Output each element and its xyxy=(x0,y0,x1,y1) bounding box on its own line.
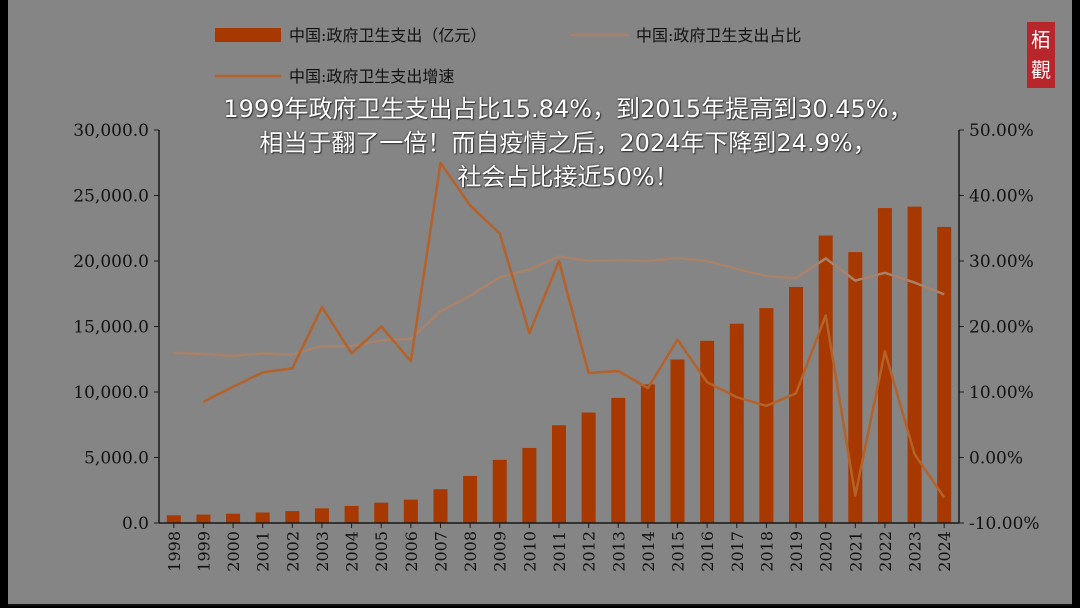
bar-2010 xyxy=(522,447,537,523)
x-tick-label: 2001 xyxy=(254,531,273,572)
x-tick-label: 1999 xyxy=(194,531,213,572)
bar-2006 xyxy=(403,499,418,523)
x-tick-label: 2023 xyxy=(906,531,925,572)
left-tick-label: 15,000.0 xyxy=(73,318,149,338)
combo-chart: 中国:政府卫生支出（亿元） 中国:政府卫生支出占比 中国:政府卫生支出增速 0.… xyxy=(73,26,1039,572)
x-tick-label: 2002 xyxy=(283,531,302,572)
x-tick-label: 2007 xyxy=(431,531,450,572)
growth-line xyxy=(202,161,946,499)
bar-2018 xyxy=(759,308,774,523)
x-tick-label: 2014 xyxy=(639,531,658,572)
bar-2020 xyxy=(818,235,833,523)
x-tick-label: 2017 xyxy=(728,531,747,572)
bar-2017 xyxy=(729,323,744,523)
bar-2021 xyxy=(848,252,863,524)
right-tick-label: 40.00% xyxy=(969,187,1034,207)
legend-bar-label: 中国:政府卫生支出（亿元） xyxy=(289,26,486,45)
legend-growth-label: 中国:政府卫生支出增速 xyxy=(289,67,454,86)
left-tick-label: 30,000.0 xyxy=(73,121,149,141)
bar-2005 xyxy=(374,502,389,523)
x-tick-label: 2008 xyxy=(461,531,480,572)
x-tick-label: 2018 xyxy=(757,531,776,572)
x-tick-label: 2022 xyxy=(876,531,895,572)
bar-2001 xyxy=(255,512,270,523)
x-tick-label: 2009 xyxy=(491,531,510,572)
bar-2013 xyxy=(611,397,626,523)
axes: 0.0 5,000.0 10,000.0 15,000.0 20,000.0 25,000… xyxy=(73,121,1039,572)
bar-2003 xyxy=(314,508,329,523)
right-tick-label: 10.00% xyxy=(969,383,1034,403)
x-tick-label: 2011 xyxy=(550,531,569,572)
legend-share-label: 中国:政府卫生支出占比 xyxy=(636,26,801,45)
left-tick-label: 10,000.0 xyxy=(73,383,149,403)
bar-2000 xyxy=(226,513,241,523)
bar-2022 xyxy=(877,208,892,524)
x-tick-label: 2004 xyxy=(343,531,362,572)
caption-line-3: 社会占比接近50%！ xyxy=(457,163,679,191)
left-tick-label: 0.0 xyxy=(122,514,149,534)
bottom-divider xyxy=(8,604,1072,606)
x-tick-label: 2016 xyxy=(698,531,717,572)
bar-2008 xyxy=(463,475,478,523)
legend-bar-swatch xyxy=(215,28,281,42)
bar-2023 xyxy=(907,206,922,523)
left-tick-label: 20,000.0 xyxy=(73,252,149,272)
x-tick-label: 2012 xyxy=(580,531,599,572)
bar-2019 xyxy=(789,286,804,523)
line-series xyxy=(173,161,946,499)
bar-2009 xyxy=(492,459,507,523)
bar-2004 xyxy=(344,505,359,523)
caption-overlay: 1999年政府卫生支出占比15.84%，到2015年提高到30.45%， 相当于… xyxy=(148,92,988,194)
x-tick-label: 2010 xyxy=(520,531,539,572)
left-tick-label: 25,000.0 xyxy=(73,187,149,207)
chart-panel: 中国:政府卫生支出（亿元） 中国:政府卫生支出占比 中国:政府卫生支出增速 0.… xyxy=(8,0,1072,606)
left-tick-label: 5,000.0 xyxy=(84,449,149,469)
right-tick-label: 20.00% xyxy=(969,318,1034,338)
x-tick-label: 2021 xyxy=(846,531,865,572)
share-line xyxy=(173,255,945,358)
caption-line-1: 1999年政府卫生支出占比15.84%，到2015年提高到30.45%， xyxy=(223,95,913,123)
bar-2012 xyxy=(581,412,596,523)
right-tick-label: 50.00% xyxy=(969,121,1034,141)
x-tick-label: 2024 xyxy=(935,531,954,572)
bar-1998 xyxy=(166,515,181,523)
bar-series xyxy=(166,206,952,524)
right-tick-label: 0.00% xyxy=(969,449,1023,469)
x-tick-label: 2013 xyxy=(609,531,628,572)
bar-2007 xyxy=(433,489,448,523)
legend: 中国:政府卫生支出（亿元） 中国:政府卫生支出占比 中国:政府卫生支出增速 xyxy=(215,26,801,86)
x-tick-label: 2015 xyxy=(669,531,688,572)
right-tick-label: 30.00% xyxy=(969,252,1034,272)
x-tick-label: 2006 xyxy=(402,531,421,572)
bar-2015 xyxy=(670,359,685,523)
caption-line-2: 相当于翻了一倍！而自疫情之后，2024年下降到24.9%， xyxy=(259,129,877,157)
x-tick-label: 2005 xyxy=(372,531,391,572)
x-tick-label: 2003 xyxy=(313,531,332,572)
bar-2016 xyxy=(700,340,715,523)
x-tick-label: 2020 xyxy=(817,531,836,572)
bar-2014 xyxy=(640,384,655,523)
seal-stamp: 栢觀 xyxy=(1027,22,1055,88)
x-tick-label: 2000 xyxy=(224,531,243,572)
bar-1999 xyxy=(196,514,211,523)
x-tick-label: 1998 xyxy=(165,531,184,572)
x-tick-label: 2019 xyxy=(787,531,806,572)
bar-2011 xyxy=(552,425,566,523)
bar-2002 xyxy=(285,511,300,523)
right-tick-label: -10.00% xyxy=(969,514,1040,534)
bar-2024 xyxy=(937,226,952,523)
